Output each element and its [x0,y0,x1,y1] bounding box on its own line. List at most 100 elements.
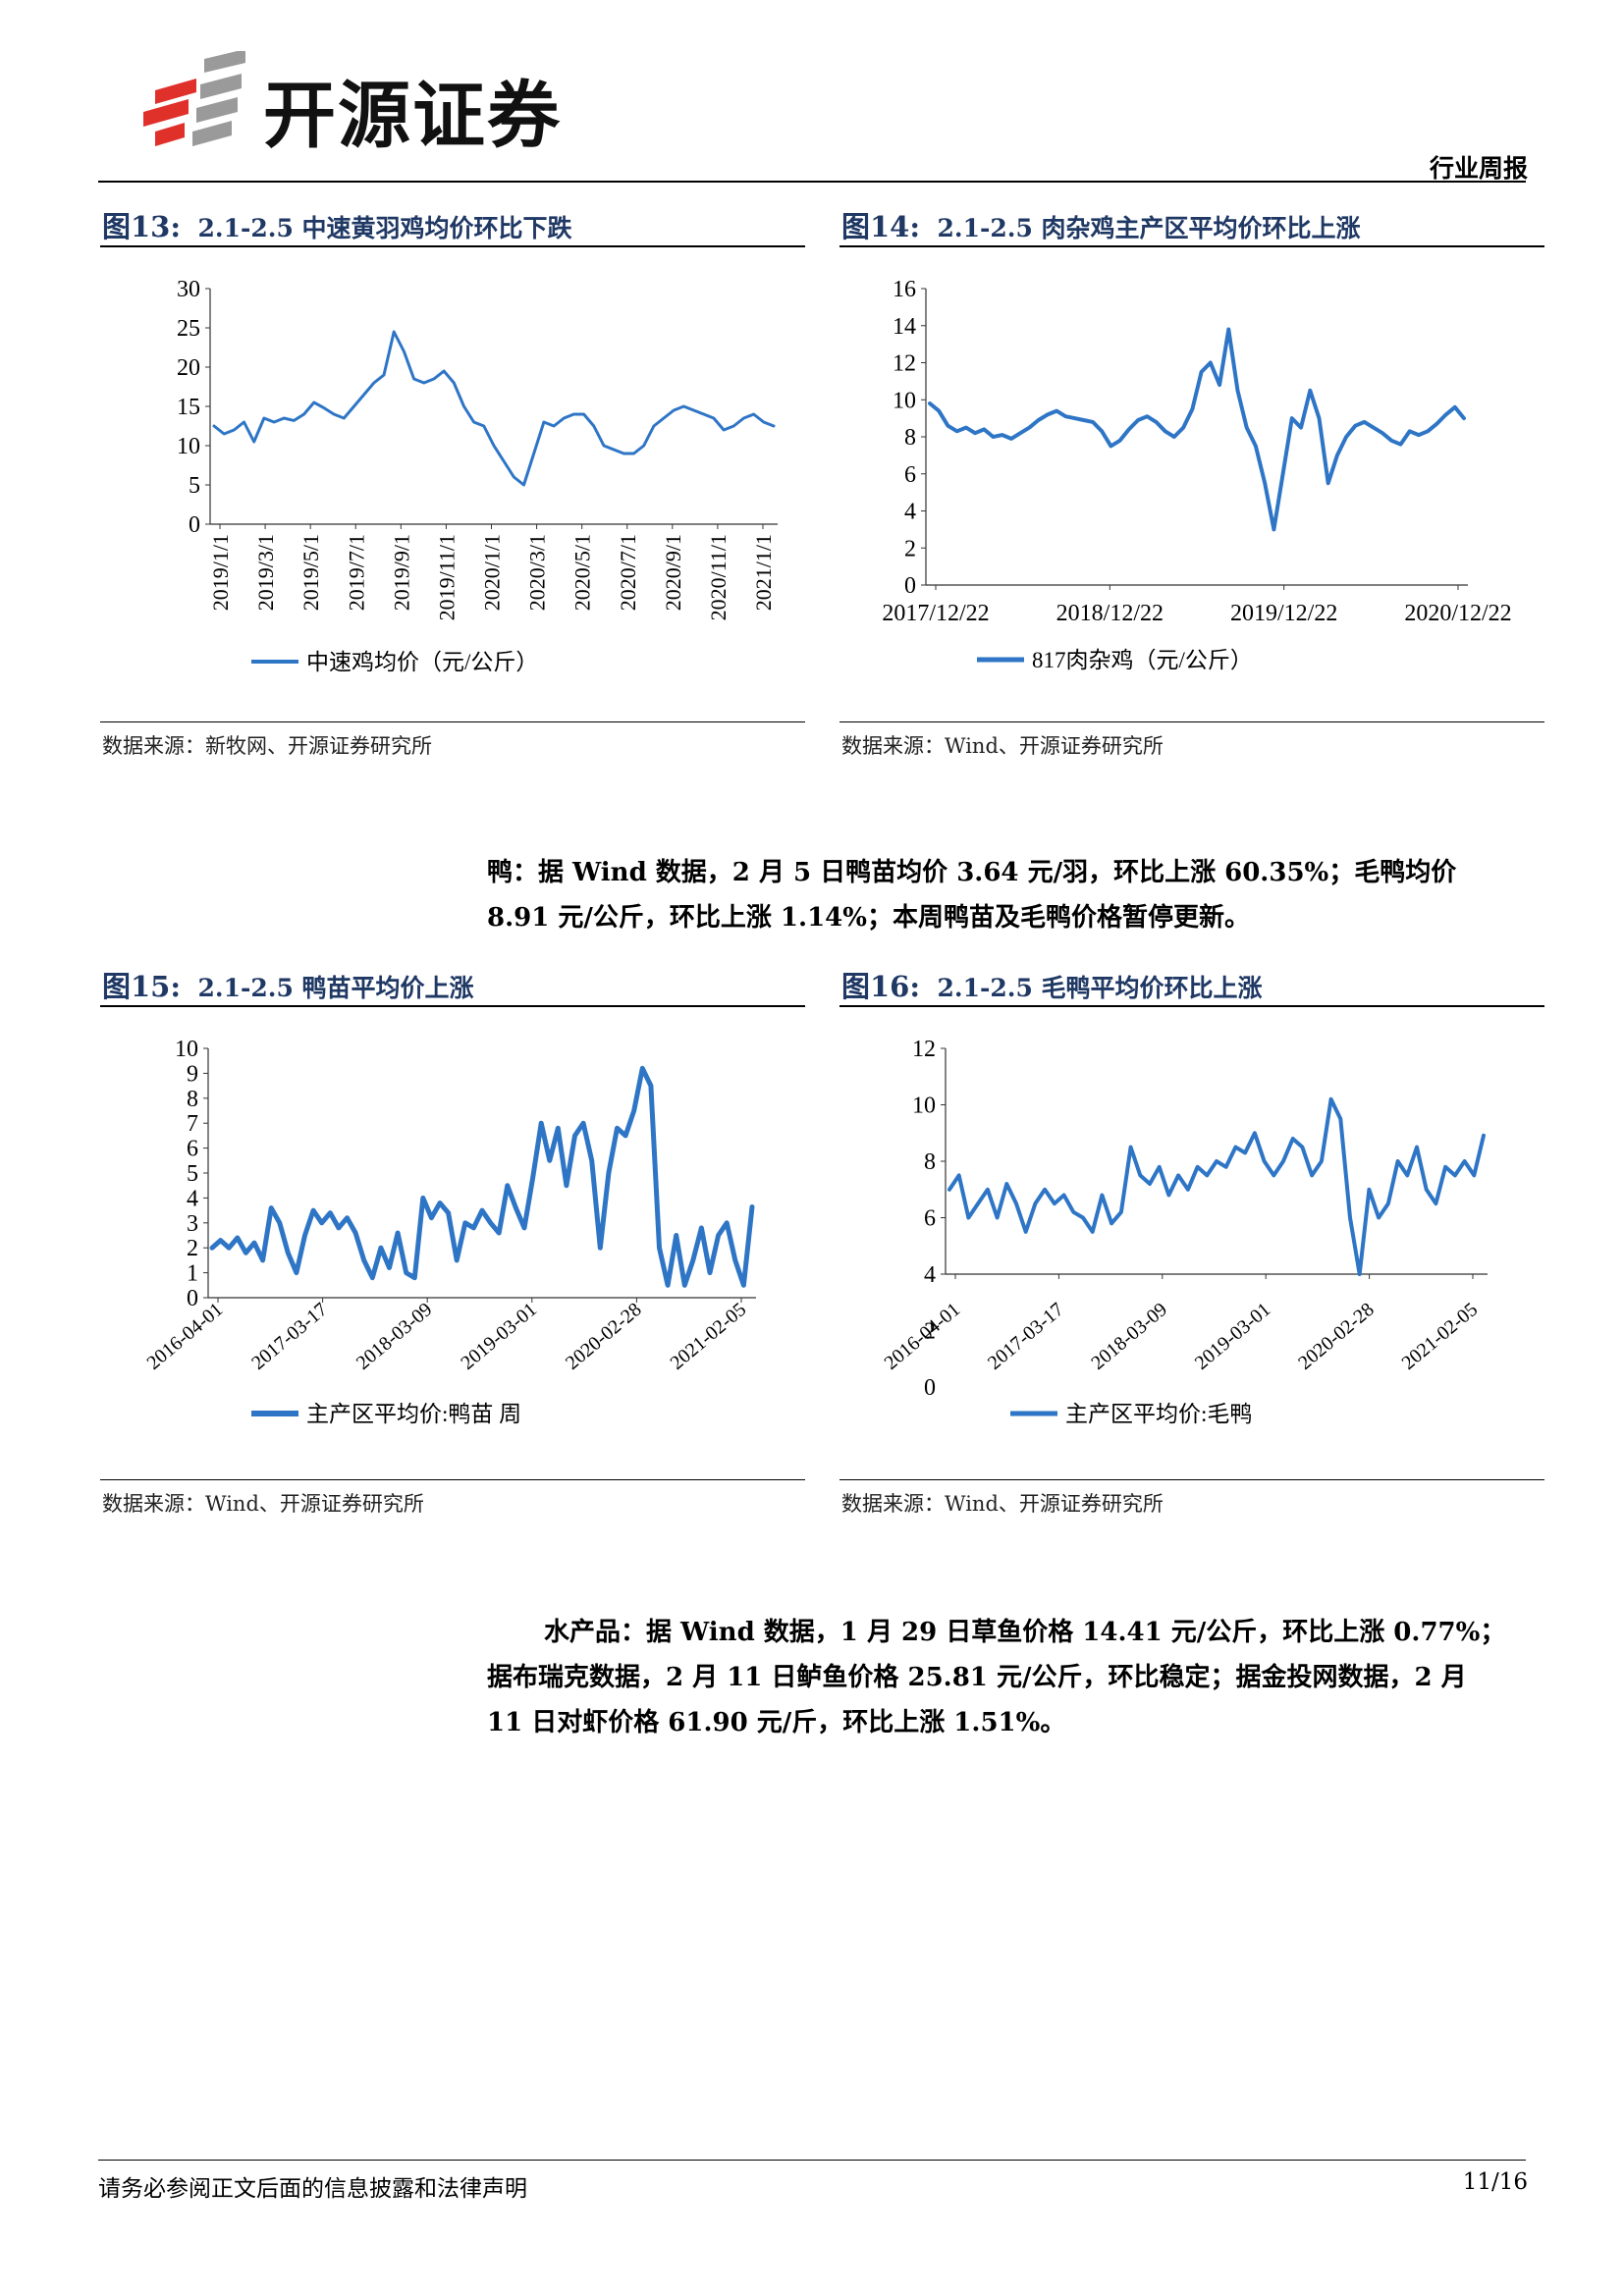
x-tick-label: 2016-04-01 [143,1299,228,1374]
legend-label: 主产区平均价:毛鸭 [1065,1402,1252,1426]
y-tick-label: 0 [189,512,200,538]
y-tick-label: 2 [187,1236,198,1261]
figure-14-number: 图14: [841,210,921,243]
y-tick-label: 5 [187,1161,198,1187]
x-tick-label: 2019/12/22 [1230,601,1337,626]
y-tick-label: 7 [187,1111,198,1137]
x-tick-label: 2019/3/1 [253,534,278,611]
y-tick-label: 3 [187,1211,198,1237]
figure-13-top-rule [100,245,805,247]
y-tick-label: 2 [904,536,916,561]
x-tick-label: 2019/9/1 [389,534,413,611]
figure-16-number: 图16: [841,970,921,1003]
figure-13-bottom-rule [100,721,805,722]
y-tick-label: 10 [893,388,916,413]
aquatic-line-2: 据布瑞克数据，2 月 11 日鲈鱼价格 25.81 元/公斤，环比稳定；据金投网… [487,1663,1467,1692]
figure-15-title: 图15: 2.1-2.5 鸭苗平均价上涨 [102,964,474,1005]
x-tick-label: 2019/7/1 [344,534,368,611]
aquatic-line-3: 11 日对虾价格 61.90 元/斤，环比上涨 1.51%。 [487,1708,1066,1737]
header-rule [98,181,1526,183]
x-tick-label: 2018-03-09 [352,1299,437,1374]
figure-16-bottom-rule [839,1479,1544,1480]
duck-line-1: 鸭：据 Wind 数据，2 月 5 日鸭苗均价 3.64 元/羽，环比上涨 60… [487,858,1457,887]
footer-disclaimer: 请务必参阅正文后面的信息披露和法律声明 [98,2176,527,2202]
duck-line-2: 8.91 元/公斤，环比上涨 1.14%；本周鸭苗及毛鸭价格暂停更新。 [487,903,1250,933]
y-tick-label: 30 [177,277,200,302]
y-tick-label: 25 [177,316,200,342]
y-tick-label: 8 [924,1149,936,1175]
x-tick-label: 2018/12/22 [1056,601,1164,626]
x-tick-label: 2021/1/1 [751,534,776,611]
x-tick-label: 2017-03-17 [984,1299,1068,1374]
figure-16-top-rule [839,1005,1544,1007]
legend-label: 中速鸡均价（元/公斤） [306,650,538,674]
y-tick-label: 2 [924,1319,936,1345]
y-tick-label: 6 [187,1137,198,1162]
y-tick-label: 4 [924,1262,936,1288]
y-tick-label: 8 [904,425,916,451]
figure-14-caption: 2.1-2.5 肉杂鸡主产区平均价环比上涨 [937,214,1361,242]
figure-15-bottom-rule [100,1479,805,1480]
figure-13-source: 数据来源：新牧网、开源证券研究所 [102,734,432,758]
duck-paragraph: 鸭：据 Wind 数据，2 月 5 日鸭苗均价 3.64 元/羽，环比上涨 60… [487,850,1528,940]
y-tick-label: 6 [904,462,916,488]
legend-label: 817肉杂鸡（元/公斤） [1032,648,1253,672]
figure-15-source: 数据来源：Wind、开源证券研究所 [102,1492,424,1516]
figure-16-title: 图16: 2.1-2.5 毛鸭平均价环比上涨 [841,964,1263,1005]
figure-15-top-rule [100,1005,805,1007]
aquatic-line-1: 水产品：据 Wind 数据，1 月 29 日草鱼价格 14.41 元/公斤，环比… [544,1618,1506,1647]
figure-14-top-rule [839,245,1544,247]
figure-13-title: 图13: 2.1-2.5 中速黄羽鸡均价环比下跌 [102,204,572,245]
figure-13-number: 图13: [102,210,182,243]
y-tick-label: 12 [912,1037,936,1062]
figure-16-caption: 2.1-2.5 毛鸭平均价环比上涨 [937,974,1263,1002]
x-tick-label: 2016-04-01 [881,1299,965,1374]
x-tick-label: 2020/11/1 [706,534,731,620]
x-tick-label: 2021-02-05 [1398,1299,1483,1374]
report-type: 行业周报 [1429,154,1528,183]
x-tick-label: 2020/1/1 [480,534,505,611]
y-tick-label: 0 [924,1375,936,1401]
x-tick-label: 2018-03-09 [1087,1299,1171,1374]
series-line [209,1065,755,1288]
footer-rule [98,2160,1526,2161]
x-tick-label: 2019/1/1 [208,534,233,611]
x-tick-label: 2019-03-01 [1191,1299,1275,1374]
figure-13-caption: 2.1-2.5 中速黄羽鸡均价环比下跌 [197,214,572,242]
series-line [212,330,776,487]
figure-14-source: 数据来源：Wind、开源证券研究所 [841,734,1164,758]
company-name: 开源证券 [263,74,562,158]
figure-14-bottom-rule [839,721,1544,722]
x-tick-label: 2020-02-28 [562,1299,646,1374]
figure-13-chart: 0 5 10 15 20 25 30 2019/1/1 2019/3/1 2019/5/1 2019… [177,277,778,674]
y-tick-label: 14 [893,314,916,340]
x-tick-label: 2017-03-17 [247,1299,332,1374]
legend-label: 主产区平均价:鸭苗 周 [306,1402,521,1426]
y-tick-label: 0 [904,573,916,599]
y-tick-label: 12 [893,351,916,377]
x-tick-label: 2020/3/1 [525,534,550,611]
y-tick-label: 4 [904,500,916,525]
y-tick-label: 8 [187,1087,198,1112]
x-tick-label: 2017/12/22 [882,601,989,626]
figure-15-caption: 2.1-2.5 鸭苗平均价上涨 [197,974,474,1002]
y-tick-label: 16 [893,277,916,302]
x-tick-label: 2020/12/22 [1404,601,1511,626]
y-tick-label: 6 [924,1206,936,1232]
x-tick-label: 2020/9/1 [661,534,685,611]
y-tick-label: 15 [177,395,200,420]
figure-15-number: 图15: [102,970,182,1003]
series-line [947,1096,1486,1276]
x-tick-label: 2021-02-05 [667,1299,751,1374]
x-tick-label: 2020/5/1 [570,534,595,611]
x-tick-label: 2020-02-28 [1294,1299,1379,1374]
y-tick-label: 9 [187,1061,198,1087]
y-tick-label: 10 [912,1094,936,1119]
y-tick-label: 4 [187,1186,198,1211]
y-tick-label: 0 [187,1286,198,1311]
y-tick-label: 5 [189,473,200,499]
figure-16-source: 数据来源：Wind、开源证券研究所 [841,1492,1164,1516]
figure-16-chart: 0 2 4 6 8 10 12 2016-04-01 2017-03-17 2018-03-09 2… [881,1037,1488,1426]
figure-14-title: 图14: 2.1-2.5 肉杂鸡主产区平均价环比上涨 [841,204,1361,245]
